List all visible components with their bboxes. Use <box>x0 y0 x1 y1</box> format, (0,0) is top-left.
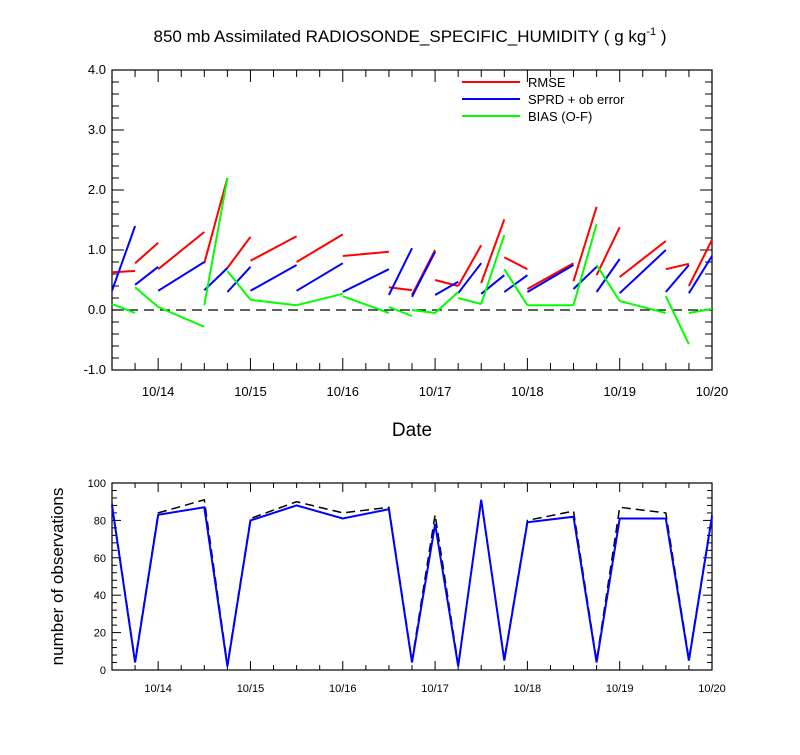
x-tick-label: 10/16 <box>326 384 359 399</box>
y-axis-label: number of observations <box>48 488 67 666</box>
series-segment <box>526 262 574 290</box>
series-segment <box>457 244 483 287</box>
series-segment <box>480 234 506 305</box>
x-tick-label: 10/14 <box>144 683 172 695</box>
legend-label: BIAS (O-F) <box>528 109 592 124</box>
series-segment <box>503 274 528 293</box>
series-segment <box>157 231 205 270</box>
series-segment <box>688 255 713 294</box>
x-tick-label: 10/17 <box>421 683 449 695</box>
x-tick-label: 10/15 <box>234 384 267 399</box>
y-tick-label: 40 <box>94 590 106 602</box>
series-rmse <box>111 177 713 296</box>
series-segment <box>595 264 621 302</box>
series-segment <box>688 307 713 314</box>
series-segment <box>688 239 713 287</box>
series-segment <box>619 300 667 314</box>
x-tick-label: 10/18 <box>511 384 544 399</box>
series-segment <box>665 262 690 271</box>
series-segment <box>226 270 252 301</box>
series-segment <box>526 264 575 293</box>
series-bias-o-f- <box>111 177 713 345</box>
series-segment <box>157 261 205 292</box>
series-segment <box>572 223 598 306</box>
top-chart: 10/14 10/15 10/16 10/17 10/18 10/19 10/20 -1.0 0… <box>84 62 729 441</box>
series-segment <box>665 264 690 293</box>
series-segment <box>296 292 344 307</box>
series-segment <box>157 306 205 328</box>
series-sprd-ob-error <box>111 225 713 298</box>
series-segment <box>595 226 621 276</box>
series-segment <box>134 242 159 264</box>
series-segment <box>503 256 528 271</box>
series-segment <box>342 268 390 293</box>
bottom-chart: 10/14 10/15 10/16 10/17 10/18 10/19 10/20 0 20 40… <box>48 478 726 695</box>
x-tick-label: 10/18 <box>514 683 542 695</box>
legend-label: SPRD + ob error <box>528 92 625 107</box>
y-tick-label: 1.0 <box>88 242 106 257</box>
x-tick-label: 10/19 <box>603 384 636 399</box>
legend-label: RMSE <box>528 75 566 90</box>
series-segment <box>111 225 137 292</box>
series-segment <box>134 266 159 286</box>
series-segment <box>203 177 229 264</box>
y-tick-label: 2.0 <box>88 182 106 197</box>
series-segment <box>388 247 413 296</box>
series-segment <box>226 266 252 293</box>
series-segment <box>619 240 667 278</box>
series-segment <box>503 268 529 306</box>
series-segment <box>250 264 298 292</box>
x-tick-label: 10/20 <box>698 683 726 695</box>
y-tick-label: 3.0 <box>88 122 106 137</box>
series-segment <box>111 303 136 314</box>
series-segment <box>595 258 621 293</box>
series-segment <box>250 235 298 262</box>
plot-frame <box>111 482 713 671</box>
x-tick-label: 10/15 <box>237 683 265 695</box>
y-tick-label: 0.0 <box>88 302 106 317</box>
series-segment <box>434 280 459 296</box>
x-tick-label: 10/17 <box>419 384 452 399</box>
series-segment <box>250 298 297 307</box>
series-segment <box>457 297 482 305</box>
series-segment <box>411 251 436 298</box>
series-segment <box>203 177 229 306</box>
y-tick-label: -1.0 <box>84 362 106 377</box>
series-segment <box>296 262 344 292</box>
series-segment <box>134 286 159 308</box>
y-tick-label: 4.0 <box>88 62 106 77</box>
series-segment <box>226 236 252 269</box>
series-possible <box>111 498 713 665</box>
series-segment <box>411 309 436 314</box>
y-tick-label: 100 <box>88 478 106 490</box>
series-segment <box>572 266 598 290</box>
series-segment <box>619 249 667 294</box>
y-tick-label: 20 <box>94 628 106 640</box>
series-segment <box>388 306 413 317</box>
y-tick-label: 60 <box>94 553 106 565</box>
series-segment <box>434 291 459 314</box>
series-segment <box>296 233 344 263</box>
x-tick-label: 10/20 <box>696 384 729 399</box>
x-tick-label: 10/19 <box>606 683 634 695</box>
x-tick-label: 10/14 <box>142 384 175 399</box>
series-assimilated <box>111 499 713 667</box>
series-segment <box>457 262 482 294</box>
chart-title: 850 mb Assimilated RADIOSONDE_SPECIFIC_H… <box>154 26 667 46</box>
x-tick-label: 10/16 <box>329 683 357 695</box>
series-segment <box>480 219 506 284</box>
series-segment <box>342 295 390 314</box>
series-segment <box>342 250 389 257</box>
y-tick-label: 80 <box>94 515 106 527</box>
series-segment <box>664 295 690 345</box>
series-segment <box>572 206 598 282</box>
series-segment <box>111 270 136 274</box>
y-tick-label: 0 <box>100 665 106 677</box>
x-axis-label: Date <box>392 420 432 441</box>
